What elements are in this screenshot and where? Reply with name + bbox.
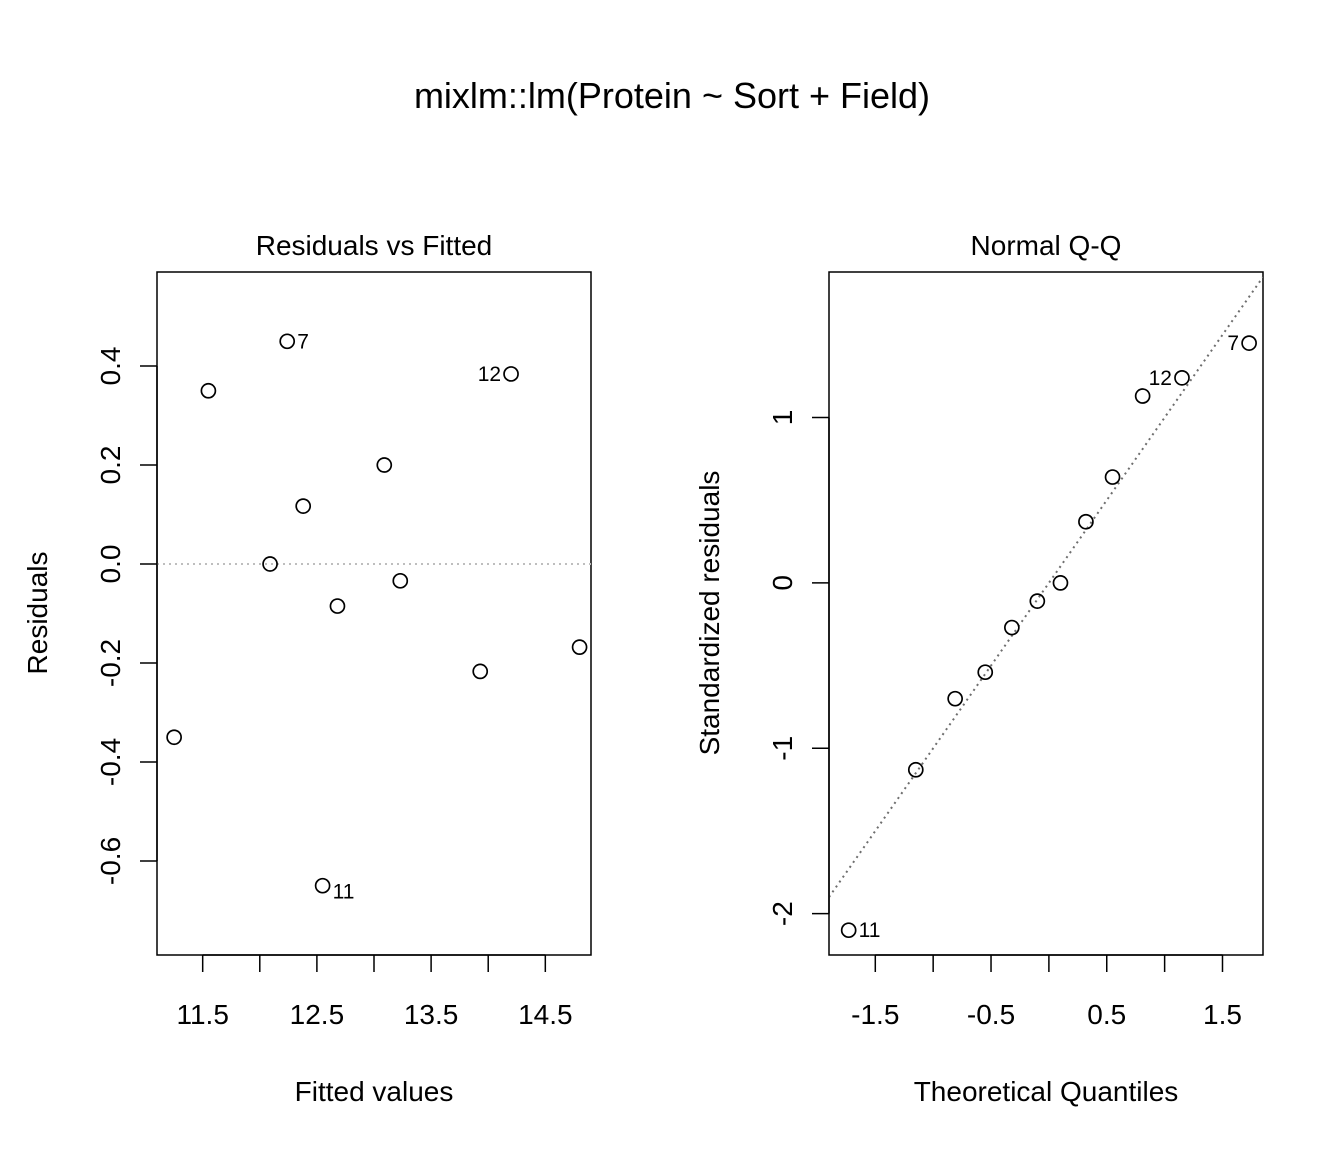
data-point (1004, 619, 1020, 636)
y-tick-label: -0.2 (95, 639, 126, 687)
reference-line (829, 276, 1263, 898)
point-label: 11 (859, 919, 881, 942)
y-tick-label: -2 (767, 901, 798, 926)
data-point (1134, 388, 1151, 404)
residuals-vs-fitted-panel: Residuals vs Fitted Fitted values Residu… (22, 230, 592, 1107)
data-point (503, 366, 519, 382)
plot-frame (828, 271, 1264, 956)
point-label: 7 (297, 330, 309, 353)
data-point (907, 761, 924, 778)
x-tick-label: -1.5 (851, 999, 899, 1030)
x-tick-label: 13.5 (404, 999, 459, 1030)
data-point (977, 664, 994, 681)
point-label: 11 (333, 881, 355, 904)
x-tick-label: -0.5 (967, 999, 1015, 1030)
data-point (392, 572, 409, 589)
data-point (1174, 369, 1190, 386)
data-points: 7 11 12 (166, 330, 588, 904)
data-point (472, 663, 489, 680)
data-point (376, 457, 393, 473)
x-axis: 11.5 12.5 13.5 14.5 (176, 954, 573, 1030)
y-tick-label: 0.2 (95, 446, 126, 485)
data-point (840, 922, 857, 939)
data-point (1078, 513, 1094, 530)
x-tick-label: 14.5 (518, 999, 573, 1030)
data-point (329, 598, 346, 614)
y-axis: -0.6 -0.4 -0.2 0.0 0.2 0.4 (95, 347, 158, 885)
x-axis-label-theoretical-quantiles: Theoretical Quantiles (914, 1076, 1179, 1107)
data-point (200, 382, 217, 399)
panel-title-residuals-vs-fitted: Residuals vs Fitted (256, 230, 493, 261)
plot-frame (156, 271, 592, 956)
x-tick-label: 12.5 (290, 999, 345, 1030)
data-point (571, 639, 588, 656)
point-label: 12 (1149, 367, 1172, 390)
data-point (314, 877, 331, 894)
y-tick-label: -0.6 (95, 837, 126, 885)
data-point (262, 556, 278, 572)
y-tick-label: 1 (767, 410, 798, 426)
y-tick-label: 0.4 (95, 347, 126, 386)
data-point (279, 333, 296, 350)
main-title: mixlm::lm(Protein ~ Sort + Field) (414, 75, 930, 116)
x-tick-label: 0.5 (1087, 999, 1126, 1030)
y-axis: -2 -1 0 1 (767, 410, 830, 926)
data-point (1052, 575, 1069, 591)
x-axis-label-fitted-values: Fitted values (295, 1076, 454, 1107)
data-point (947, 690, 963, 707)
data-point (1104, 469, 1121, 485)
x-tick-label: 1.5 (1203, 999, 1242, 1030)
y-axis-label-standardized-residuals: Standardized residuals (694, 471, 725, 756)
data-point (295, 498, 312, 514)
y-axis-label-residuals: Residuals (22, 552, 53, 675)
data-point (1029, 593, 1046, 609)
data-point (166, 729, 182, 746)
data-point (1241, 335, 1257, 351)
y-tick-label: -1 (767, 736, 798, 761)
y-tick-label: 0 (767, 575, 798, 591)
panel-title-normal-qq: Normal Q-Q (971, 230, 1122, 261)
y-tick-label: -0.4 (95, 738, 126, 786)
x-axis: -1.5 -0.5 0.5 1.5 (851, 954, 1242, 1030)
qq-reference-line (829, 276, 1263, 898)
y-tick-label: 0.0 (95, 545, 126, 584)
data-points: 11 12 7 (840, 332, 1257, 942)
point-label: 12 (478, 363, 501, 386)
normal-qq-panel: Normal Q-Q Theoretical Quantiles Standar… (694, 230, 1264, 1107)
x-tick-label: 11.5 (176, 999, 228, 1030)
point-label: 7 (1227, 332, 1239, 355)
